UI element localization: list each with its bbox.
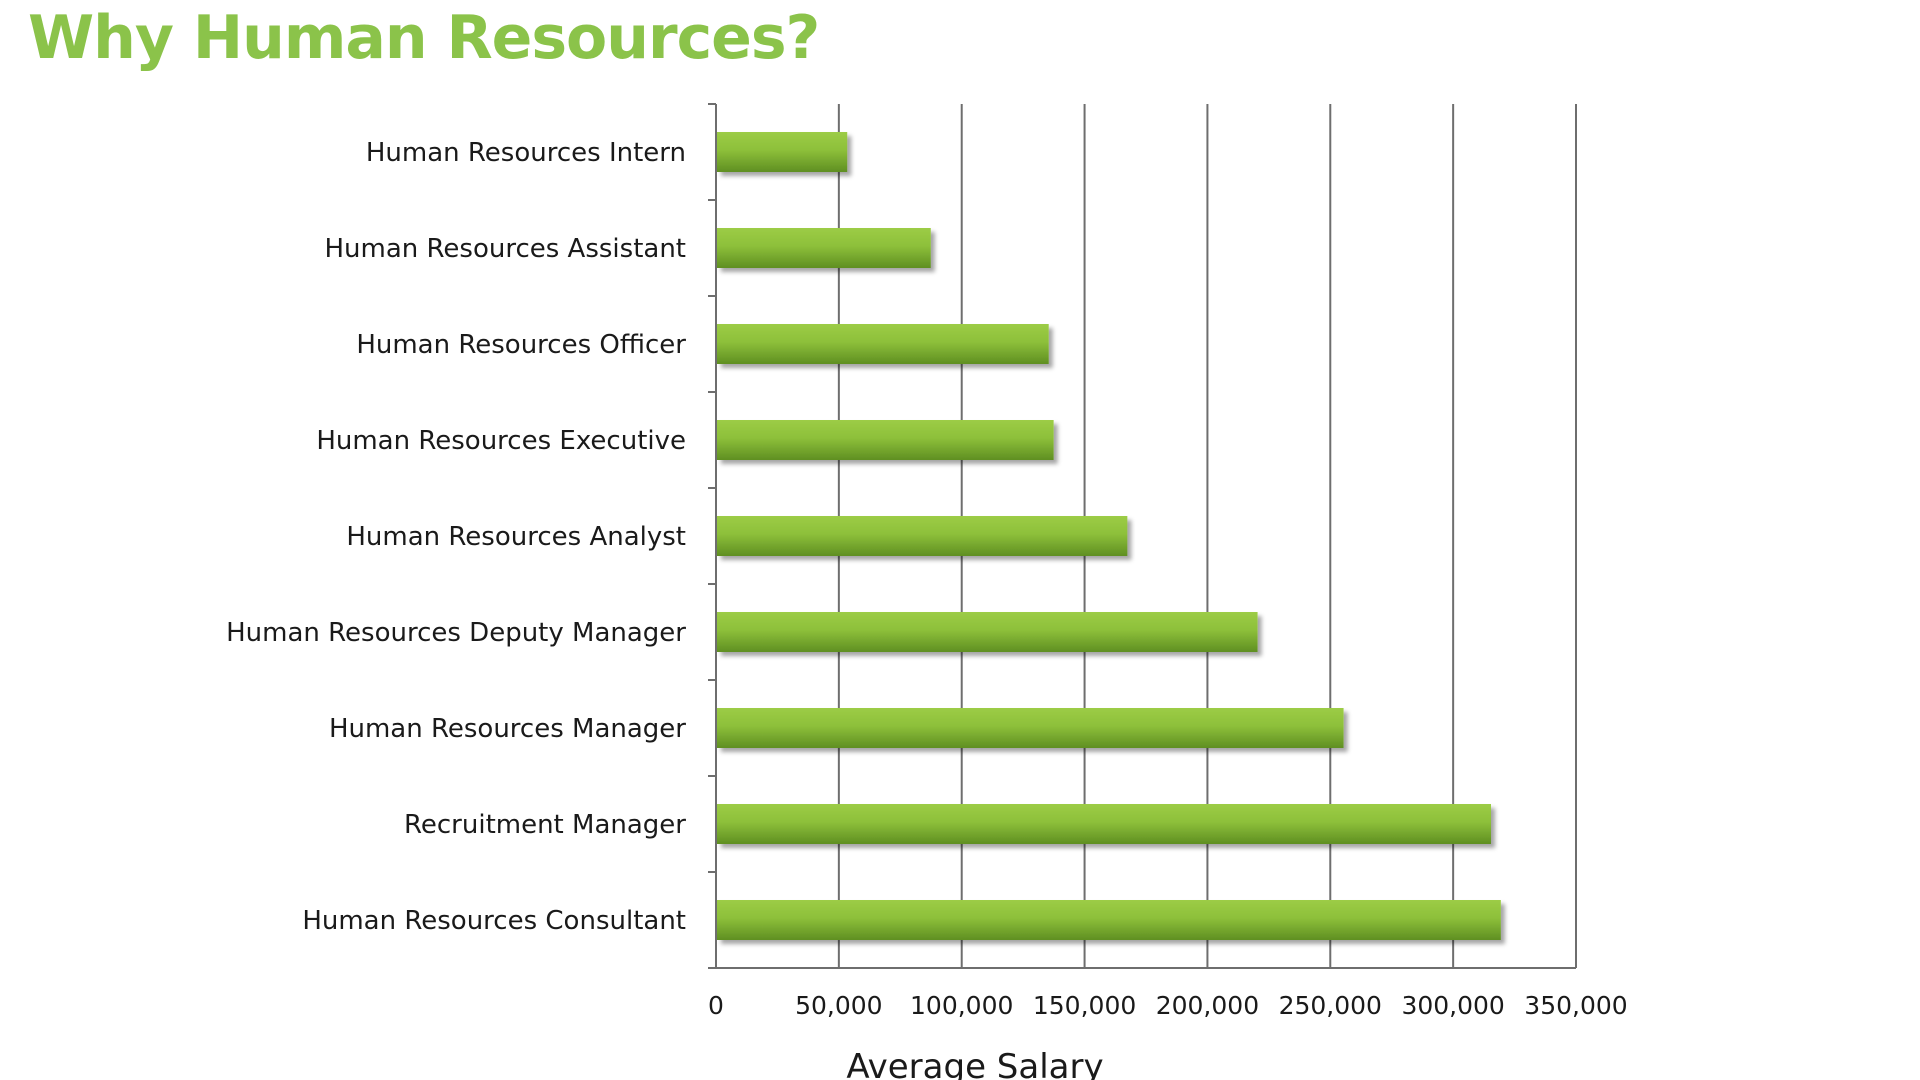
category-label: Recruitment Manager — [404, 810, 686, 840]
x-tick-label: 250,000 — [1279, 991, 1382, 1020]
bar — [717, 900, 1501, 940]
bar — [717, 708, 1344, 748]
bar — [717, 612, 1258, 652]
x-tick-label: 350,000 — [1524, 991, 1627, 1020]
bar — [717, 516, 1128, 556]
category-label: Human Resources Assistant — [324, 234, 686, 264]
bar — [717, 804, 1491, 844]
x-tick-label: 150,000 — [1033, 991, 1136, 1020]
x-axis-label: Average Salary — [846, 1047, 1103, 1080]
x-tick-label: 0 — [708, 991, 724, 1020]
bars — [717, 132, 1501, 940]
category-label: Human Resources Consultant — [302, 906, 686, 936]
category-label: Human Resources Intern — [366, 138, 686, 168]
bar — [717, 420, 1054, 460]
x-tick-label: 50,000 — [795, 991, 882, 1020]
category-label: Human Resources Analyst — [346, 522, 686, 552]
x-tick-label: 300,000 — [1401, 991, 1504, 1020]
x-tick-labels: 0 50,000 100,000 150,000 200,000 250,000 300,0… — [708, 991, 1628, 1020]
category-labels: Human Resources Intern Human Resources As… — [226, 138, 686, 936]
category-label: Human Resources Officer — [356, 330, 686, 360]
category-label: Human Resources Manager — [329, 714, 686, 744]
bar — [717, 324, 1049, 364]
bar — [717, 228, 931, 268]
x-tick-label: 200,000 — [1156, 991, 1259, 1020]
x-tick-label: 100,000 — [910, 991, 1013, 1020]
page-title: Why Human Resources? — [28, 3, 820, 73]
bar — [717, 132, 848, 172]
axes — [708, 103, 1576, 969]
category-label: Human Resources Executive — [316, 426, 686, 456]
category-label: Human Resources Deputy Manager — [226, 618, 686, 648]
